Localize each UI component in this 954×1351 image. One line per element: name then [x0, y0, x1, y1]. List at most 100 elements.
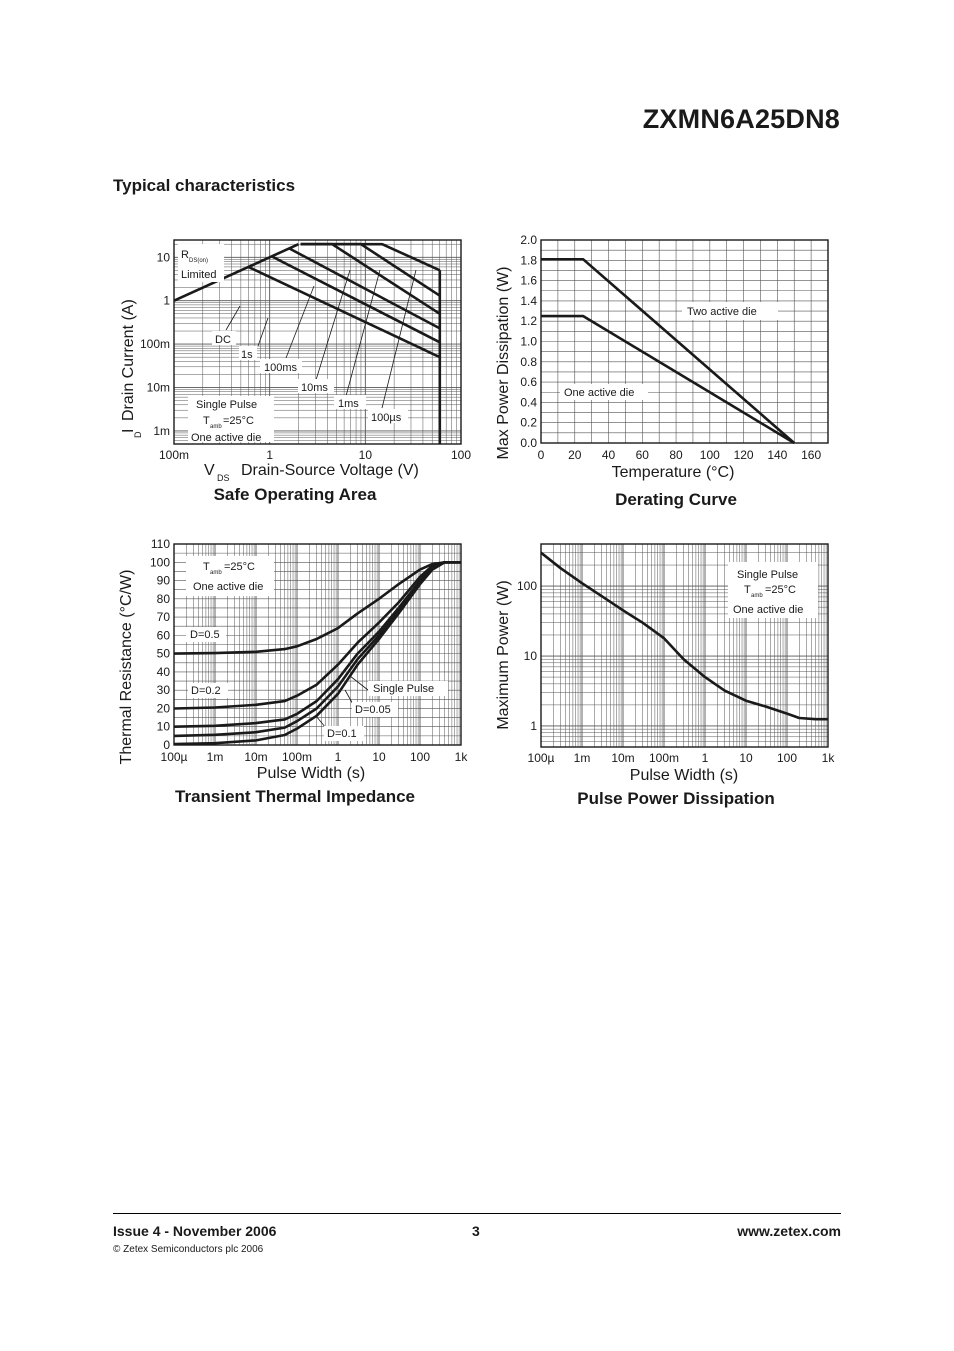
- derating-title: Derating Curve: [615, 490, 737, 509]
- derating-y-tick: 1.2: [520, 314, 537, 328]
- footer-page-number: 3: [472, 1223, 480, 1239]
- soa-x-tick: 10: [359, 448, 373, 462]
- pp-tamb-val: =25°C: [765, 584, 796, 596]
- soa-frame: [173, 239, 462, 445]
- soa-y-tick: 10m: [147, 381, 170, 395]
- label-10ms: 10ms: [301, 382, 328, 394]
- soa-ticks: 100m 1 10 100 1m 10m 100m 1 10: [140, 250, 471, 462]
- pulse-x-tick: 10: [739, 751, 753, 765]
- soa-x-tick: 1: [266, 448, 273, 462]
- pulse-xlabel: Pulse Width (s): [630, 767, 738, 784]
- derating-x-tick: 0: [538, 448, 545, 462]
- pulse-series: [540, 551, 828, 721]
- derating-ylabel: Max Power Dissipation (W): [495, 267, 512, 460]
- leader-1s: [257, 317, 269, 347]
- soa-ylabel-sym: I: [120, 429, 137, 433]
- label-d02: D=0.2: [191, 685, 221, 697]
- derating-x-tick: 140: [767, 448, 787, 462]
- thermal-series-1: [173, 560, 461, 710]
- derating-x-tick: 160: [801, 448, 821, 462]
- soa-series-2: [271, 255, 441, 344]
- thermal-y-tick: 60: [157, 628, 171, 642]
- pulse-x-tick: 1m: [574, 751, 591, 765]
- footer-copyright: © Zetex Semiconductors plc 2006: [113, 1244, 264, 1255]
- soa-y-tick: 1: [163, 294, 170, 308]
- leader-1ms: [345, 269, 381, 397]
- label-d05: D=0.5: [190, 629, 220, 641]
- thermal-chart: 100µ 1m 10m 100m 1 10 100 1k0102030405060708090…: [118, 537, 468, 806]
- derating-x-tick: 120: [734, 448, 754, 462]
- thermal-x-tick: 100: [410, 750, 430, 764]
- soa-x-tick: 100: [451, 448, 471, 462]
- derating-series-0: [541, 257, 796, 444]
- label-d005: D=0.05: [355, 704, 391, 716]
- thermal-y-tick: 100: [150, 555, 170, 569]
- soa-title: Safe Operating Area: [214, 485, 377, 504]
- rds-label: R: [181, 249, 189, 261]
- thermal-y-tick: 80: [157, 592, 171, 606]
- thermal-y-tick: 10: [157, 720, 171, 734]
- label-two-die: Two active die: [687, 306, 757, 318]
- soa-single-pulse: Single Pulse: [196, 399, 257, 411]
- derating-y-tick: 0.2: [520, 416, 537, 430]
- soa-leaders: [225, 269, 417, 409]
- derating-y-tick: 1.4: [520, 294, 537, 308]
- thermal-y-tick: 70: [157, 610, 171, 624]
- derating-series-1: [541, 314, 795, 445]
- pulse-frame: [540, 543, 829, 748]
- soa-xlabel-sub: DS: [217, 473, 230, 483]
- th-tamb-sub: amb: [210, 570, 222, 576]
- soa-ylabel-sub: D: [133, 431, 143, 438]
- footer-rule: [113, 1213, 841, 1214]
- thermal-y-tick: 30: [157, 683, 171, 697]
- thermal-series-4: [173, 560, 461, 746]
- th-one-die: One active die: [193, 581, 263, 593]
- pulse-ylabel: Maximum Power (W): [495, 580, 512, 729]
- soa-series-3: [288, 247, 441, 330]
- label-1ms: 1ms: [338, 398, 359, 410]
- soa-xlabel-text: Drain-Source Voltage (V): [241, 462, 419, 479]
- derating-x-tick: 20: [568, 448, 582, 462]
- derating-x-tick: 40: [602, 448, 616, 462]
- derating-y-tick: 1.6: [520, 274, 537, 288]
- pulse-x-tick: 1k: [822, 751, 836, 765]
- soa-series-0: [173, 243, 300, 302]
- soa-tamb-t: T: [203, 415, 210, 427]
- thermal-xlabel: Pulse Width (s): [257, 765, 365, 782]
- thermal-y-tick: 40: [157, 665, 171, 679]
- soa-one-die: One active die: [191, 432, 261, 444]
- thermal-y-tick: 20: [157, 701, 171, 715]
- pp-tamb-sub: amb: [751, 593, 763, 599]
- part-number: ZXMN6A25DN8: [642, 104, 840, 134]
- soa-tamb-val: =25°C: [223, 415, 254, 427]
- th-tamb-val: =25°C: [224, 561, 255, 573]
- derating-y-tick: 0.4: [520, 395, 537, 409]
- thermal-series-0: [173, 560, 461, 655]
- leader-100ms: [285, 285, 315, 359]
- thermal-x-tick: 1m: [207, 750, 224, 764]
- soa-y-tick: 10: [157, 250, 171, 264]
- label-100us: 100µs: [371, 412, 402, 424]
- pulse-x-tick: 100µ: [528, 751, 555, 765]
- thermal-y-tick: 90: [157, 574, 171, 588]
- footer-website: www.zetex.com: [737, 1223, 841, 1239]
- thermal-title: Transient Thermal Impedance: [175, 787, 415, 806]
- derating-ticks: 0 20 40 60 80 100 120 140 160 0.0 0.2 0.4 0.6 0.8 1.0 1…: [520, 233, 821, 462]
- th-tamb-t: T: [203, 561, 210, 573]
- pulse-x-tick: 100: [777, 751, 797, 765]
- soa-series-4: [300, 242, 441, 315]
- thermal-y-tick: 110: [151, 537, 170, 551]
- pulse-chart: 100µ 1m 10m 100m 1 10 100 1k 1 10 100 Single Pulse…: [495, 543, 836, 808]
- label-1s: 1s: [241, 349, 253, 361]
- thermal-y-tick: 50: [157, 647, 171, 661]
- section-title: Typical characteristics: [113, 176, 296, 195]
- thermal-frame: [173, 543, 462, 746]
- pulse-x-tick: 1: [702, 751, 709, 765]
- soa-xlabel-sym: V: [204, 462, 215, 479]
- leader-100us: [381, 269, 417, 409]
- pulse-series-0: [540, 551, 828, 721]
- derating-x-tick: 60: [636, 448, 650, 462]
- thermal-x-tick: 10: [372, 750, 386, 764]
- derating-series: [541, 257, 796, 445]
